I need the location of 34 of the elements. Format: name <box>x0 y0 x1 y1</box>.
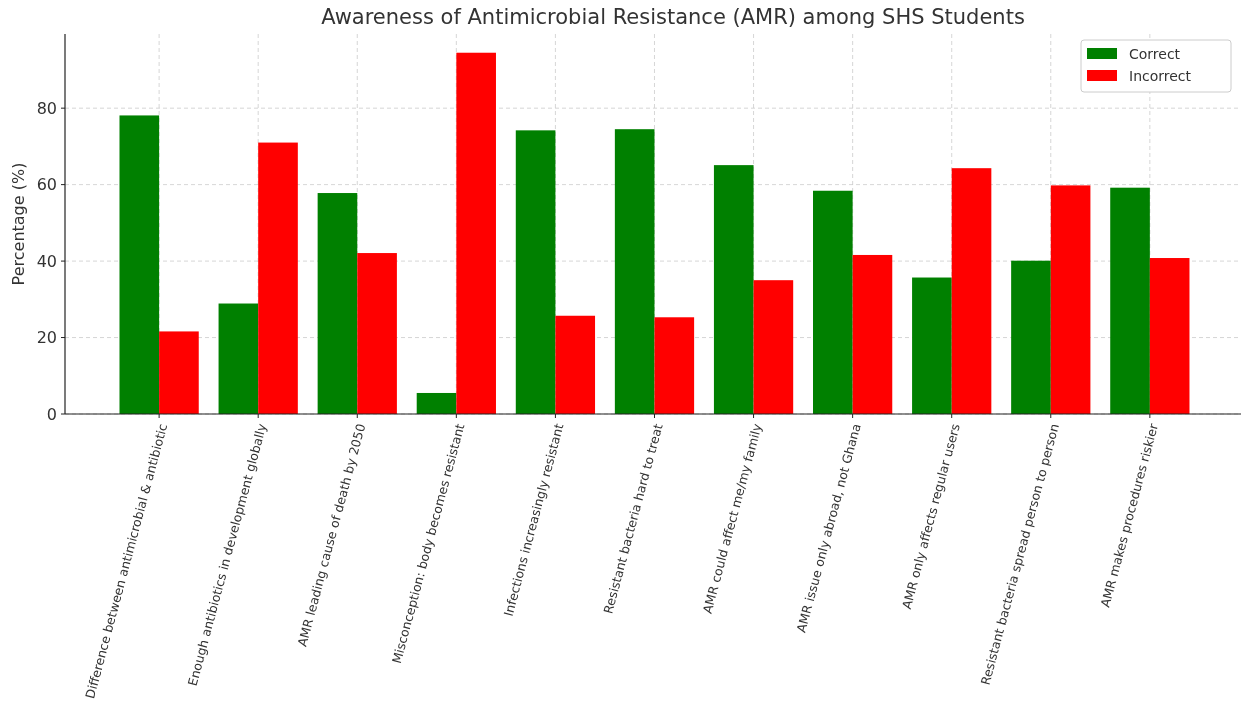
bar <box>713 165 754 414</box>
y-tick-label: 60 <box>36 175 57 195</box>
bar <box>416 392 457 414</box>
bar <box>456 52 496 414</box>
legend-label: Correct <box>1129 45 1181 62</box>
bar <box>357 253 397 414</box>
bar <box>258 142 298 414</box>
y-tick-label: 80 <box>36 98 57 118</box>
bar <box>555 315 596 414</box>
x-tick-label: AMR could affect me/my family <box>699 421 765 615</box>
x-tick-label: AMR only affects regular users <box>898 422 963 611</box>
bar <box>218 303 259 414</box>
bar <box>1011 260 1051 414</box>
bar <box>614 129 655 414</box>
bar <box>159 331 199 414</box>
bar <box>753 280 794 414</box>
bar <box>951 168 992 414</box>
y-tick-label: 0 <box>46 404 57 424</box>
chart-title: Awareness of Antimicrobial Resistance (AMR) among SHS Students <box>321 5 1025 29</box>
x-tick-label: AMR issue only abroad, not Ghana <box>793 422 864 635</box>
bar <box>119 115 160 414</box>
bar <box>654 317 695 414</box>
y-axis-title: Percentage (%) <box>9 162 28 286</box>
bar <box>813 190 853 414</box>
bar <box>317 193 358 414</box>
bar <box>1149 258 1190 414</box>
y-tick-label: 40 <box>36 251 57 271</box>
bar <box>852 254 893 414</box>
bar <box>1110 187 1150 414</box>
legend-label: Incorrect <box>1129 67 1192 84</box>
bar <box>1050 185 1091 414</box>
bar <box>912 277 952 414</box>
y-tick-label: 20 <box>36 328 57 348</box>
bar <box>515 130 556 414</box>
